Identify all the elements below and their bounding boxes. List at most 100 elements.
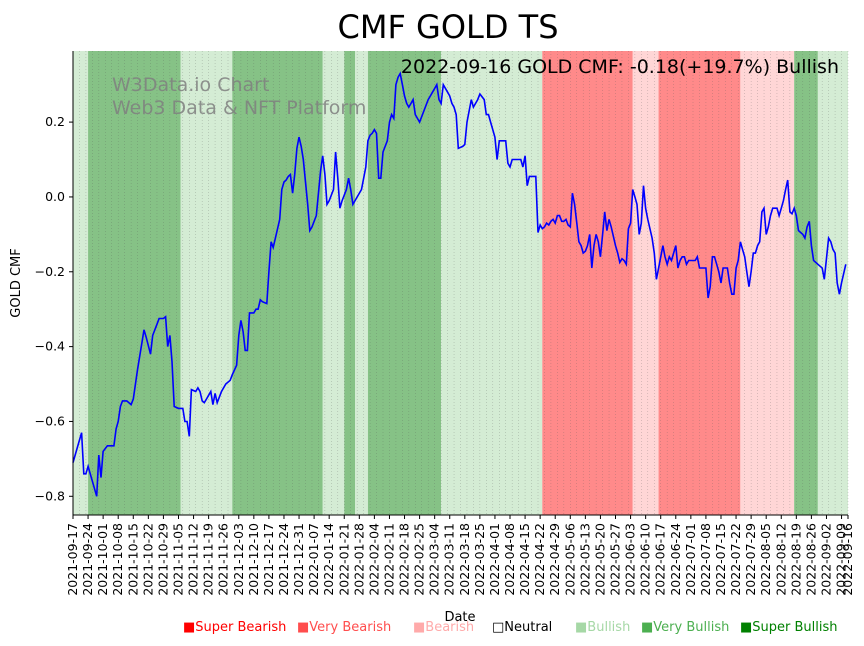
x-tick-label: 2022-05-06 bbox=[562, 523, 577, 596]
legend-bullish: ■Bullish bbox=[575, 620, 630, 635]
watermark-line-2: Web3 Data & NFT Platform bbox=[112, 97, 366, 119]
band-very-bearish bbox=[658, 51, 741, 515]
x-tick-label: 2022-05-27 bbox=[608, 523, 623, 596]
x-tick-label: 2022-07-29 bbox=[743, 523, 758, 596]
y-tick-label: −0.6 bbox=[35, 413, 65, 428]
latest-value-annotation: 2022-09-16 GOLD CMF: -0.18(+19.7%) Bulli… bbox=[401, 56, 839, 78]
legend-swatch: ■ bbox=[740, 620, 753, 635]
x-tick-label: 2022-03-25 bbox=[472, 523, 487, 596]
x-tick-label: 2022-04-08 bbox=[502, 523, 517, 596]
x-tick-label: 2022-07-22 bbox=[728, 523, 743, 596]
x-tick-label: 2022-03-11 bbox=[442, 523, 457, 596]
x-tick-label: 2022-04-01 bbox=[487, 523, 502, 596]
legend-super-bearish: ■Super Bearish bbox=[183, 620, 286, 635]
x-tick-label: 2021-11-26 bbox=[216, 523, 231, 596]
legend-swatch: ■ bbox=[413, 620, 426, 635]
y-tick-label: 0.0 bbox=[45, 189, 65, 204]
x-tick-label: 2022-07-01 bbox=[683, 523, 698, 596]
x-tick-label: 2022-08-05 bbox=[758, 523, 773, 596]
legend-label: Very Bearish bbox=[309, 620, 392, 635]
x-tick-label: 2022-09-02 bbox=[818, 523, 833, 596]
y-tick-label: −0.8 bbox=[35, 488, 65, 503]
x-tick-label: 2022-07-15 bbox=[713, 523, 728, 596]
x-tick-label: 2022-05-20 bbox=[592, 523, 607, 596]
y-axis-label: GOLD CMF bbox=[9, 248, 24, 317]
x-tick-label: 2021-11-19 bbox=[201, 523, 216, 596]
x-tick-label: 2022-06-10 bbox=[638, 523, 653, 596]
legend-swatch: ■ bbox=[575, 620, 588, 635]
x-tick-label: 2021-10-08 bbox=[110, 523, 125, 596]
sentiment-bands bbox=[73, 51, 848, 515]
band-very-bullish bbox=[344, 51, 356, 515]
band-very-bullish bbox=[88, 51, 101, 515]
legend-label: Bullish bbox=[587, 620, 631, 635]
x-tick-label: 2022-09-16 bbox=[840, 523, 855, 596]
band-bearish bbox=[632, 51, 659, 515]
legend-very-bullish: ■Very Bullish bbox=[641, 620, 729, 635]
x-tick-label: 2022-06-24 bbox=[668, 523, 683, 596]
x-tick-label: 2022-06-17 bbox=[653, 523, 668, 596]
legend-super-bullish: ■Super Bullish bbox=[740, 620, 838, 635]
x-tick-label: 2021-12-03 bbox=[231, 523, 246, 596]
x-tick-label: 2021-11-12 bbox=[186, 523, 201, 596]
x-tick-label: 2021-12-10 bbox=[246, 523, 261, 596]
x-tick-label: 2022-01-28 bbox=[351, 523, 366, 596]
legend-label: Very Bullish bbox=[653, 620, 730, 635]
band-bullish bbox=[180, 51, 233, 515]
band-very-bearish bbox=[542, 51, 633, 515]
x-tick-label: 2022-03-18 bbox=[457, 523, 472, 596]
x-tick-label: 2022-04-15 bbox=[517, 523, 532, 596]
legend-swatch: ■ bbox=[183, 620, 196, 635]
legend-label: Neutral bbox=[504, 620, 553, 635]
x-tick-label: 2022-08-12 bbox=[773, 523, 788, 596]
x-tick-label: 2022-02-18 bbox=[397, 523, 412, 596]
legend: ■Super Bearish ■Very Bearish ■Bearish □N… bbox=[0, 620, 864, 638]
x-tick-label: 2022-06-03 bbox=[623, 523, 638, 596]
cmf-series-line bbox=[72, 71, 847, 497]
x-tick-label: 2021-10-15 bbox=[125, 523, 140, 596]
band-bullish bbox=[73, 51, 89, 515]
x-tick-label: 2022-07-08 bbox=[698, 523, 713, 596]
legend-swatch: ■ bbox=[641, 620, 654, 635]
legend-very-bearish: ■Very Bearish bbox=[297, 620, 391, 635]
x-ticks: 2021-09-17 2021-09-24 2021-10-01 2021-10-08… bbox=[65, 515, 855, 596]
x-tick-label: 2022-04-22 bbox=[532, 523, 547, 596]
x-tick-label: 2021-09-24 bbox=[80, 523, 95, 596]
x-tick-label: 2022-08-26 bbox=[803, 523, 818, 596]
x-tick-label: 2022-03-04 bbox=[427, 523, 442, 596]
chart-title: CMF GOLD TS bbox=[337, 8, 558, 46]
legend-label: Super Bullish bbox=[752, 620, 838, 635]
x-tick-label: 2022-02-04 bbox=[366, 523, 381, 596]
band-very-bullish bbox=[794, 51, 818, 515]
legend-swatch: □ bbox=[492, 620, 505, 635]
legend-neutral: □Neutral bbox=[492, 620, 552, 635]
x-tick-label: 2021-11-05 bbox=[170, 523, 185, 596]
x-tick-label: 2022-04-29 bbox=[547, 523, 562, 596]
x-tick-label: 2022-02-25 bbox=[412, 523, 427, 596]
band-bullish bbox=[322, 51, 345, 515]
x-tick-label: 2021-12-17 bbox=[261, 523, 276, 596]
x-tick-label: 2022-09-09 bbox=[834, 523, 849, 596]
x-tick-label: 2021-09-17 bbox=[65, 523, 80, 596]
legend-label: Super Bearish bbox=[195, 620, 287, 635]
y-ticks: −0.8 −0.6 −0.4 −0.2 0.0 0.2 bbox=[35, 114, 73, 503]
y-tick-label: 0.2 bbox=[45, 114, 65, 129]
x-tick-label: 2021-12-24 bbox=[276, 523, 291, 596]
band-very-bullish bbox=[367, 51, 442, 515]
x-tick-label: 2021-10-22 bbox=[140, 523, 155, 596]
band-bullish bbox=[355, 51, 368, 515]
x-tick-label: 2021-10-01 bbox=[95, 523, 110, 596]
y-tick-label: −0.4 bbox=[35, 339, 65, 354]
watermark-line-1: W3Data.io Chart bbox=[112, 74, 269, 96]
x-tick-label: 2022-08-19 bbox=[788, 523, 803, 596]
x-tick-label: 2022-01-14 bbox=[321, 523, 336, 596]
x-tick-label: 2021-10-29 bbox=[155, 523, 170, 596]
legend-bearish: ■Bearish bbox=[413, 620, 474, 635]
x-tick-label: 2022-02-11 bbox=[381, 523, 396, 596]
legend-swatch: ■ bbox=[297, 620, 310, 635]
band-bullish bbox=[817, 51, 848, 515]
x-tick-label: 2022-05-13 bbox=[577, 523, 592, 596]
x-tick-label: 2022-01-21 bbox=[336, 523, 351, 596]
y-tick-label: −0.2 bbox=[35, 264, 65, 279]
